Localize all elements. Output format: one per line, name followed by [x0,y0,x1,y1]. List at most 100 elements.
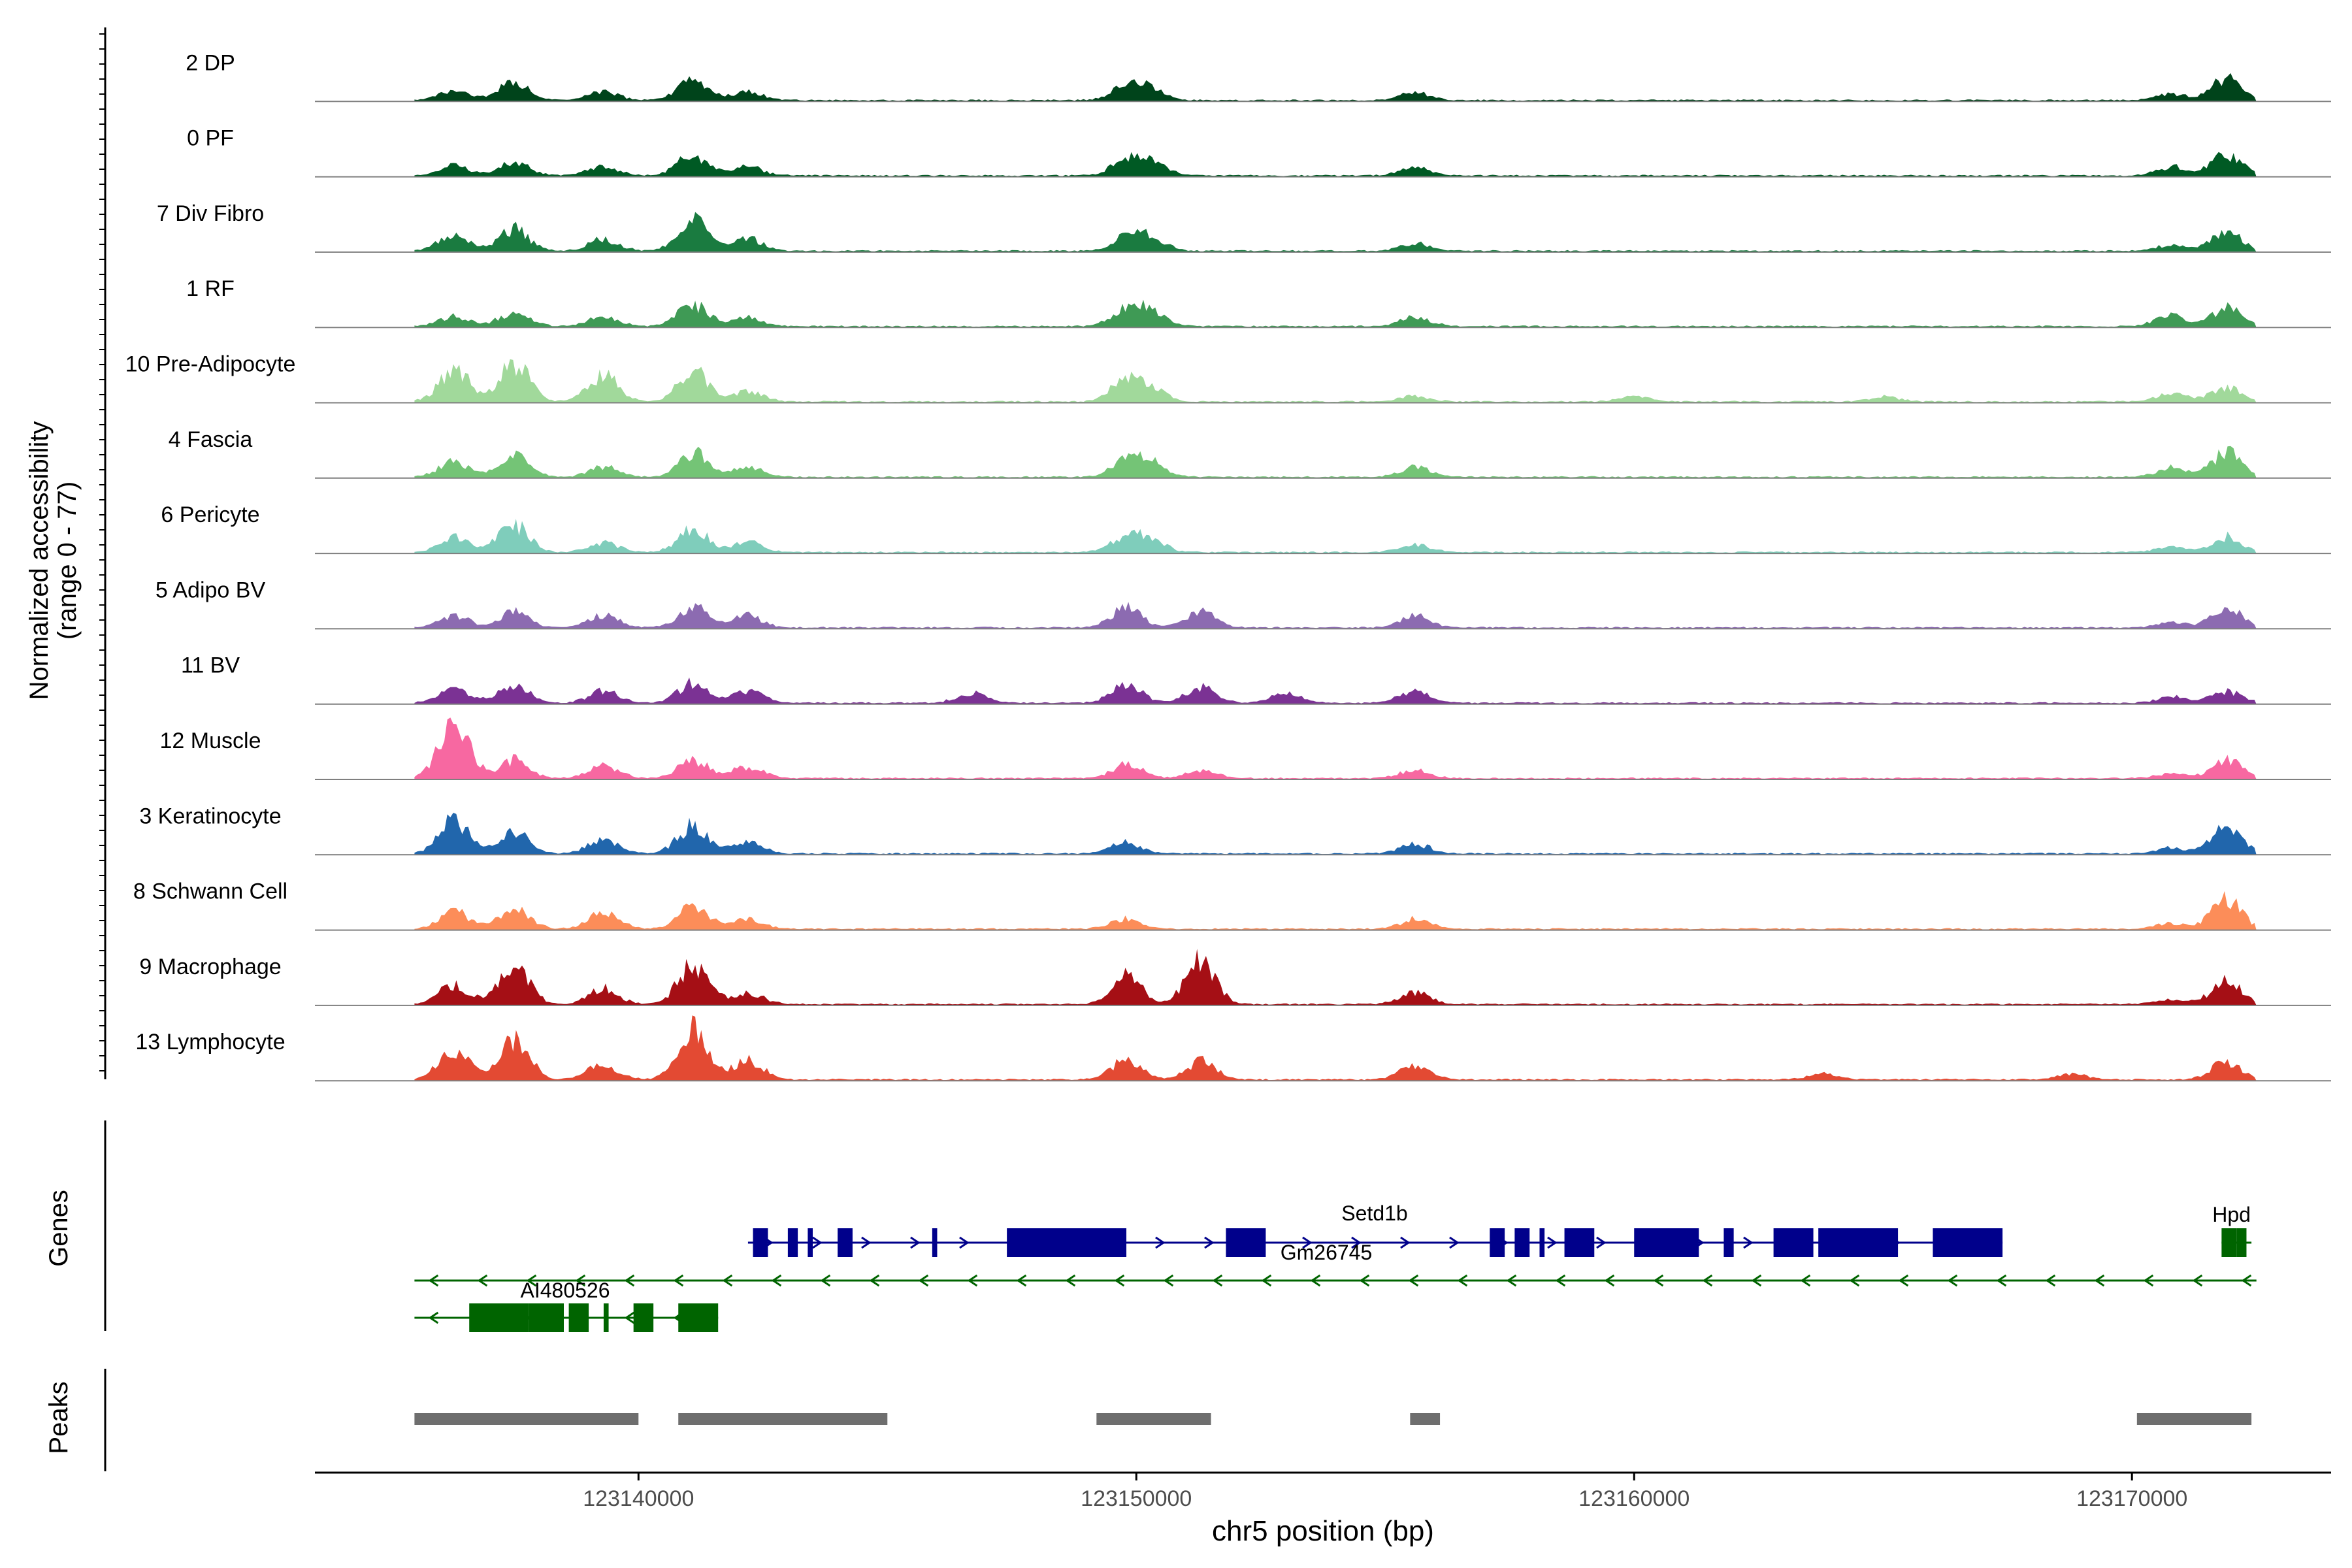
strand-arrow [1261,1274,1272,1287]
track-5: 10 Pre-Adipocyte [125,352,2331,404]
coverage-area [414,813,2257,855]
strand-arrow [1204,1236,1215,1249]
coverage-area [414,519,2257,554]
gene-gm26745: Gm26745 [414,1241,2257,1287]
strand-arrow [1898,1274,1909,1287]
track-11: 3 Keratinocyte [139,804,2331,856]
track-label: 13 Lymphocyte [135,1030,285,1054]
exon [678,1303,719,1332]
strand-arrow [1449,1236,1460,1249]
strand-arrow [1310,1274,1321,1287]
track-9: 11 BV [181,653,2331,705]
strand-arrow [918,1274,929,1287]
exon [529,1303,564,1332]
gene-name: AI480526 [520,1279,610,1302]
strand-arrow [624,1274,635,1287]
strand-arrow [1506,1274,1517,1287]
exon [1514,1228,1530,1257]
x-axis: 123140000 123150000 123160000 123170000 [315,1471,2331,1511]
coverage-area [414,678,2257,704]
strand-arrow [959,1236,970,1249]
track-label: 3 Keratinocyte [139,804,281,828]
strand-arrow [2094,1274,2105,1287]
track-label: 10 Pre-Adipocyte [125,352,296,377]
gene-track: Setd1b Hpd Gm26745 AI480526 [104,1120,2257,1332]
exon [1933,1228,2003,1257]
gene-name: Gm26745 [1281,1241,1373,1264]
y-axis-range-label: (range 0 - 77) [53,482,82,640]
x-tick-label: 123150000 [1081,1486,1192,1511]
track-2: 0 PF [187,126,2331,178]
strand-arrow [1555,1274,1566,1287]
exon [1539,1228,1545,1257]
gene-name: Hpd [2212,1203,2251,1226]
strand-arrow [1155,1236,1166,1249]
strand-arrow [575,1274,586,1287]
strand-arrow [428,1311,439,1324]
track-7: 6 Pericyte [161,502,2331,555]
coverage-area [414,299,2257,328]
y-axis-label: Normalized accessibility [25,421,54,700]
exon [753,1228,768,1257]
track-label: 7 Div Fibro [157,201,264,226]
exon [1490,1228,1505,1257]
strand-arrow [820,1274,831,1287]
exon [1226,1228,1266,1257]
strand-arrow [1947,1274,1958,1287]
strand-arrow [910,1236,921,1249]
coverage-area [414,212,2257,252]
exon [932,1228,938,1257]
gene-hpd: Hpd [2212,1203,2252,1257]
strand-arrow [477,1274,488,1287]
track-label: 4 Fascia [169,427,253,452]
strand-arrow [1547,1236,1558,1249]
coverage-area [414,359,2257,403]
coverage-area [414,602,2257,629]
exon [1773,1228,1814,1257]
track-14: 13 Lymphocyte [135,1015,2331,1082]
coverage-tracks: 2 DP 0 PF 7 Div Fibro 1 RF 10 Pre-Adipocyte 4… [125,50,2331,1082]
exon [2236,1228,2247,1257]
strand-arrow [1849,1274,1860,1287]
track-1: 2 DP [186,50,2331,103]
x-tick-label: 123160000 [1578,1486,1690,1511]
exon [1634,1228,1699,1257]
strand-arrow [869,1274,880,1287]
track-8: 5 Adipo BV [155,578,2331,630]
strand-arrow [771,1274,782,1287]
strand-arrow [1751,1274,1762,1287]
strand-arrow [1016,1274,1027,1287]
strand-arrow [673,1274,684,1287]
coverage-area [414,73,2257,102]
strand-arrow [967,1274,978,1287]
strand-arrow [1302,1236,1313,1249]
strand-arrow [861,1236,872,1249]
track-label: 1 RF [186,276,235,301]
track-label: 2 DP [186,50,235,75]
track-label: 6 Pericyte [161,502,259,527]
exon [808,1228,813,1257]
gene-setd1b: Setd1b [747,1201,2003,1257]
coverage-area [414,891,2257,930]
strand-arrow [1212,1274,1223,1287]
x-axis-label: chr5 position (bp) [1212,1515,1434,1547]
strand-arrow [1604,1274,1615,1287]
exon [603,1303,609,1332]
strand-arrow [1163,1274,1174,1287]
track-3: 7 Div Fibro [157,201,2331,253]
peaks-label: Peaks [44,1381,73,1454]
strand-arrow [2143,1274,2154,1287]
strand-arrow [1457,1274,1468,1287]
track-6: 4 Fascia [169,427,2331,479]
coverage-area [414,949,2257,1005]
peak-region [1410,1413,1441,1425]
coverage-area [414,717,2257,779]
genes-label: Genes [44,1190,73,1267]
strand-arrow [2241,1274,2252,1287]
y-axis [99,27,106,1079]
exon [2221,1228,2237,1257]
exon [633,1303,654,1332]
peak-region [1096,1413,1211,1425]
strand-arrow [1351,1236,1362,1249]
